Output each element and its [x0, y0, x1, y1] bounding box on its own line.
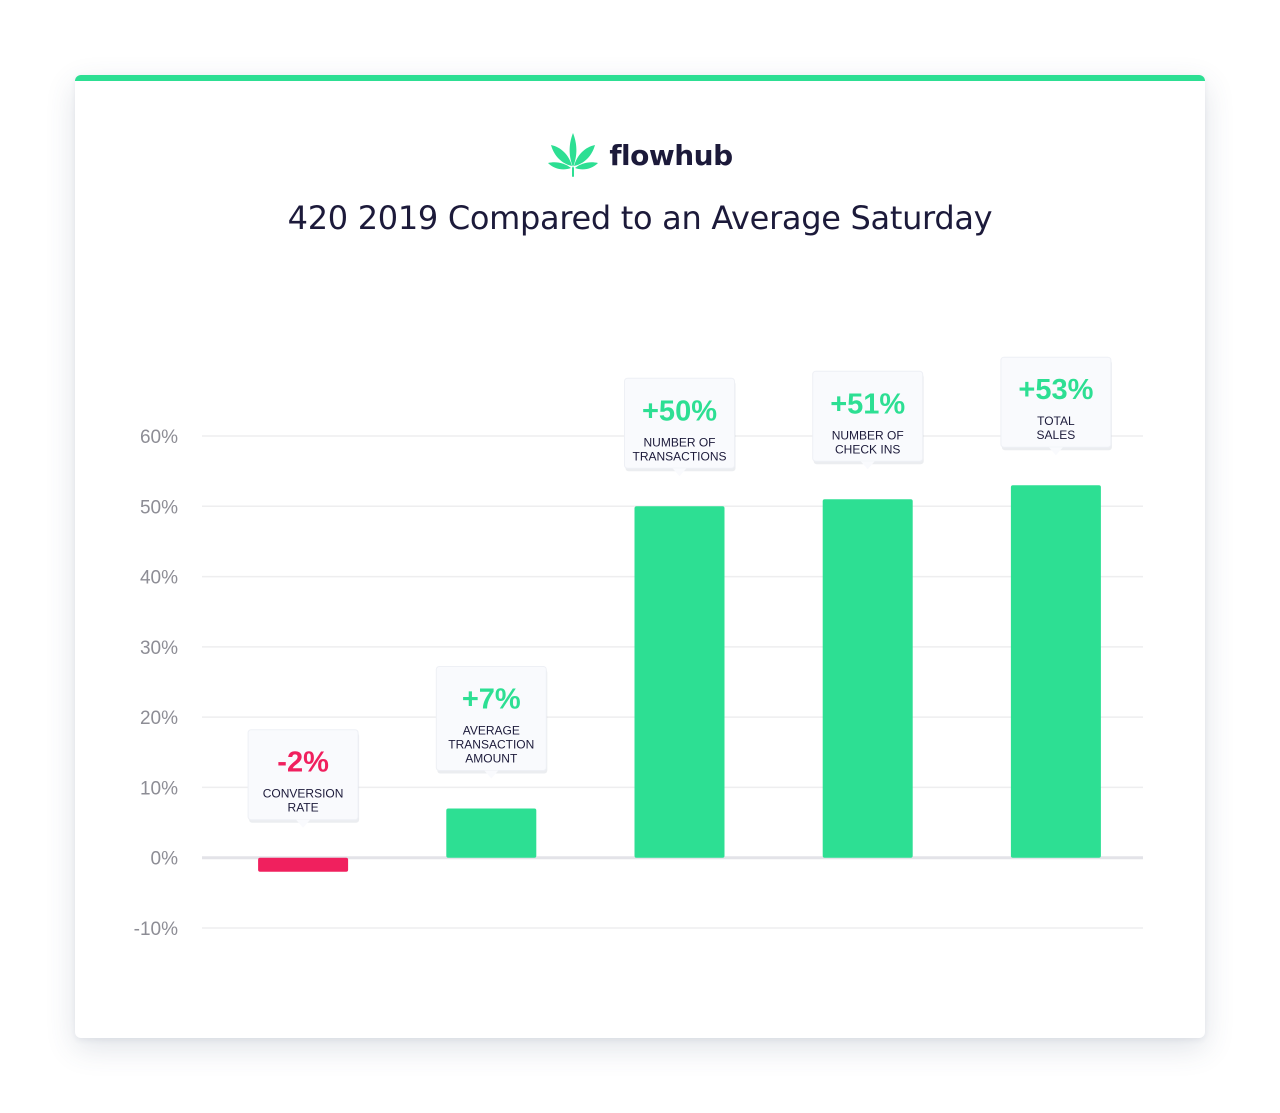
y-tick-label: 60% — [140, 427, 178, 448]
callout-pointer — [672, 468, 687, 477]
callout-value: +50% — [642, 395, 717, 427]
callout-label: TOTAL — [1037, 414, 1075, 428]
callout-pointer — [296, 819, 311, 828]
callout-label: AMOUNT — [465, 752, 518, 766]
callout-value: +7% — [462, 684, 521, 716]
callout-label: NUMBER OF — [644, 435, 716, 449]
y-tick-label: 40% — [140, 568, 178, 589]
callout-label: RATE — [288, 801, 319, 815]
brand-name: flowhub — [609, 138, 733, 172]
bar-total-sales — [1010, 485, 1101, 858]
bar-conversion-rate — [258, 857, 349, 872]
callout-value: +53% — [1018, 374, 1093, 406]
callout-label: TRANSACTIONS — [632, 449, 726, 463]
y-tick-label: 10% — [140, 778, 178, 799]
callout-label: CHECK INS — [835, 442, 900, 456]
y-tick-label: 50% — [140, 497, 178, 518]
callout-label: AVERAGE — [463, 724, 520, 738]
callout-label: CONVERSION — [263, 787, 344, 801]
callout-label: TRANSACTION — [448, 738, 534, 752]
y-tick-label: 0% — [151, 849, 179, 870]
brand-header: flowhub — [75, 131, 1205, 179]
callout-value: +51% — [830, 388, 905, 420]
y-tick-label: 30% — [140, 638, 178, 659]
callout-value: -2% — [277, 747, 329, 779]
bar-average-transaction-amount — [446, 808, 537, 858]
callout-pointer — [860, 461, 875, 470]
callout-pointer — [1048, 447, 1063, 456]
bar-number-of-transactions — [634, 506, 725, 858]
callout-label: SALES — [1037, 428, 1076, 442]
y-tick-label: -10% — [134, 919, 178, 940]
cannabis-leaf-icon — [548, 133, 599, 177]
y-tick-label: 20% — [140, 708, 178, 729]
bar-number-of-check-ins — [822, 499, 913, 858]
callout-pointer — [484, 770, 499, 779]
callout-label: NUMBER OF — [832, 428, 904, 442]
chart-title: 420 2019 Compared to an Average Saturday — [287, 199, 993, 237]
